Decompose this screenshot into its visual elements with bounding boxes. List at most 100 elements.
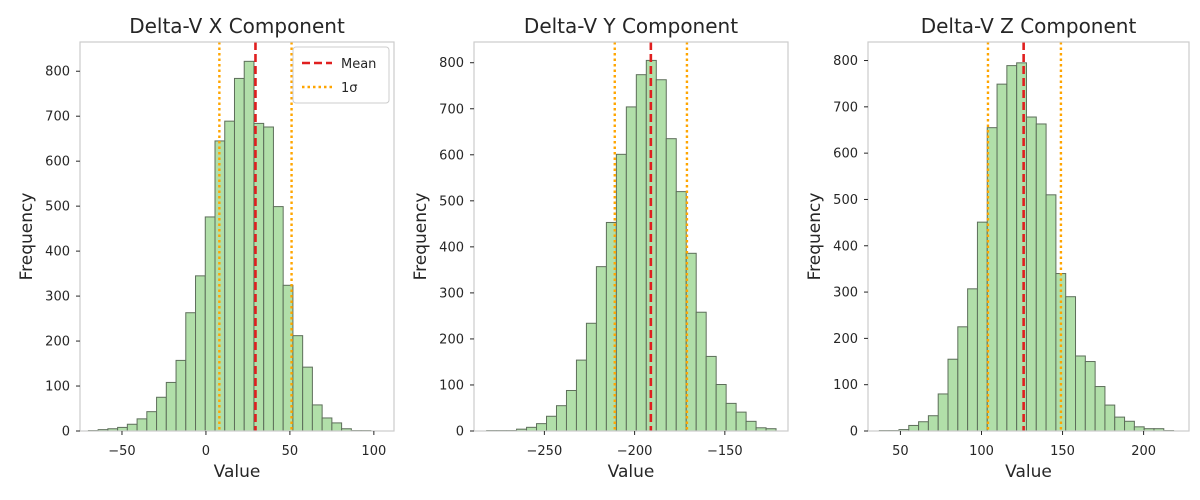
legend-label: 1σ — [341, 81, 358, 96]
x-tick-label: 100 — [969, 444, 994, 459]
histogram-bar — [967, 288, 978, 432]
histogram-bar — [1094, 386, 1106, 432]
y-tick-label: 600 — [439, 148, 464, 163]
y-tick-label: 600 — [833, 147, 858, 162]
y-tick-label: 0 — [62, 425, 70, 440]
histogram-bar — [321, 417, 333, 432]
y-tick-label: 0 — [456, 425, 464, 440]
chart-title: Delta-V X Component — [129, 14, 345, 38]
histogram-bar — [224, 120, 235, 432]
x-tick-label: 50 — [282, 444, 299, 459]
histogram-bar — [695, 311, 707, 432]
x-axis-label: Value — [608, 462, 655, 482]
x-tick-label: 50 — [892, 444, 909, 459]
y-tick-label: 0 — [850, 425, 858, 440]
y-tick-label: 800 — [833, 54, 858, 69]
x-tick-label: 0 — [202, 444, 210, 459]
histogram-bar — [615, 153, 627, 432]
histogram-bar — [625, 106, 637, 432]
histogram-bar — [165, 381, 177, 432]
legend: Mean 1σ — [292, 46, 390, 104]
legend-label: Mean — [341, 57, 376, 72]
histogram-bar — [263, 126, 274, 432]
x-tick-label: 200 — [1131, 444, 1156, 459]
y-tick-label: 200 — [833, 332, 858, 347]
histogram-bar — [575, 359, 587, 432]
histogram-bar — [996, 83, 1008, 432]
y-tick-label: 200 — [439, 332, 464, 347]
histogram-bar — [146, 411, 158, 432]
histogram-panel-3: 0 100 200 300 400 500 600 700 800 50 100 150 200 Delt… — [805, 14, 1190, 482]
histogram-bar — [331, 422, 343, 432]
histogram-bar — [555, 405, 567, 432]
y-tick-label: 500 — [45, 200, 70, 215]
histogram-bar — [715, 384, 727, 432]
histogram-panel-1: 0 100 200 300 400 500 600 700 800 −50 0 50 100 Delta-… — [17, 14, 395, 482]
x-tick-label: 100 — [361, 444, 386, 459]
histogram-bar — [976, 221, 988, 432]
y-tick-label: 800 — [45, 65, 70, 80]
histogram-bar — [745, 420, 757, 432]
chart-title: Delta-V Z Component — [921, 14, 1137, 38]
histogram-bar — [126, 423, 138, 432]
histogram-panel-2: 0 100 200 300 400 500 600 700 800 −250 −200 −150 Del… — [411, 14, 789, 482]
histogram-bar — [705, 355, 717, 432]
histogram-bar — [1025, 116, 1037, 432]
histogram-bar — [595, 266, 607, 432]
y-tick-label: 100 — [45, 380, 70, 395]
histogram-bar — [136, 418, 148, 432]
histogram-bar — [311, 404, 323, 432]
y-tick-label: 700 — [439, 102, 464, 117]
histogram-bar — [918, 421, 929, 432]
axes-frame — [473, 41, 789, 432]
histogram-bar — [585, 322, 597, 432]
y-tick-label: 500 — [833, 193, 858, 208]
histogram-bar — [292, 335, 304, 432]
histogram-bar — [937, 393, 949, 432]
histogram-bar — [302, 366, 313, 432]
histogram-bar — [635, 74, 647, 432]
histogram-bar — [1045, 194, 1057, 432]
histogram-bar — [1104, 404, 1116, 432]
histogram-bar — [1114, 416, 1126, 432]
histogram-bar — [204, 216, 216, 432]
y-tick-label: 200 — [45, 335, 70, 350]
histogram-bar — [185, 312, 197, 432]
legend-box — [292, 46, 390, 104]
y-tick-label: 700 — [45, 110, 70, 125]
histogram-bar — [156, 396, 167, 432]
x-axis-label: Value — [1005, 462, 1052, 482]
y-tick-label: 700 — [833, 100, 858, 115]
histogram-bar — [655, 79, 667, 432]
y-tick-label: 400 — [833, 239, 858, 254]
histogram-bar — [665, 138, 677, 432]
y-tick-label: 300 — [439, 286, 464, 301]
histogram-bar — [1016, 62, 1027, 432]
histogram-bar — [1006, 65, 1018, 432]
y-tick-label: 300 — [45, 290, 70, 305]
y-tick-label: 800 — [439, 56, 464, 71]
histogram-bar — [1084, 361, 1096, 432]
x-tick-label: 150 — [1050, 444, 1075, 459]
histogram-bar — [195, 275, 206, 432]
histogram-bar — [272, 206, 284, 432]
y-tick-label: 100 — [439, 378, 464, 393]
y-tick-label: 400 — [439, 240, 464, 255]
histogram-bar — [947, 358, 959, 432]
y-axis-label: Frequency — [411, 193, 431, 281]
y-tick-label: 600 — [45, 155, 70, 170]
x-tick-label: −150 — [707, 444, 743, 459]
y-tick-label: 400 — [45, 245, 70, 260]
histogram-bar — [565, 389, 577, 432]
histogram-bar — [927, 415, 939, 432]
histogram-bar — [1065, 296, 1077, 432]
x-axis-label: Value — [214, 462, 261, 482]
histogram-bar — [1124, 420, 1135, 432]
y-axis-label: Frequency — [17, 193, 37, 281]
y-tick-label: 100 — [833, 378, 858, 393]
histogram-bar — [233, 77, 245, 432]
chart-title: Delta-V Y Component — [524, 14, 738, 38]
histogram-bar — [175, 359, 187, 432]
y-tick-label: 300 — [833, 286, 858, 301]
x-tick-label: −50 — [108, 444, 135, 459]
